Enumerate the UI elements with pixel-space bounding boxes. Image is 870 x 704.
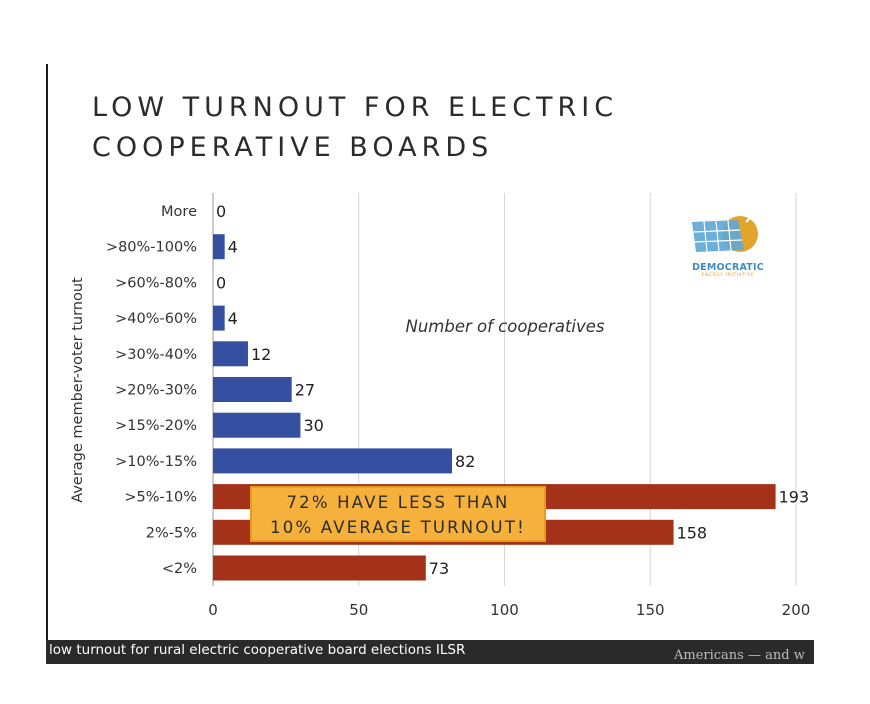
data-label-0: 0 xyxy=(216,202,226,221)
bar-4 xyxy=(213,341,248,367)
data-label-8: 193 xyxy=(779,488,810,507)
bar-5 xyxy=(213,377,292,402)
solar-panel-sun-icon xyxy=(692,211,758,252)
x-tick-label-3: 150 xyxy=(636,601,665,619)
data-label-5: 27 xyxy=(295,381,315,400)
image-caption: low turnout for rural electric cooperati… xyxy=(49,642,466,658)
y-axis-label: Average member-voter turnout xyxy=(70,277,86,503)
data-label-2: 0 xyxy=(216,273,226,292)
y-tick-label-5: >20%-30% xyxy=(115,383,197,399)
background-article-text: Americans — and w xyxy=(674,648,805,663)
chart-title: LOW TURNOUT FOR ELECTRIC COOPERATIVE BOA… xyxy=(92,88,692,168)
y-tick-label-0: More xyxy=(161,204,197,220)
data-label-9: 158 xyxy=(677,523,708,542)
y-tick-label-10: <2% xyxy=(162,561,197,577)
bar-3 xyxy=(213,305,225,331)
logo-name: DEMOCRATIC xyxy=(692,262,764,273)
bar-10 xyxy=(213,555,426,581)
y-tick-label-4: >30%-40% xyxy=(115,347,197,363)
callout-box: 72% HAVE LESS THAN 10% AVERAGE TURNOUT! xyxy=(250,486,546,542)
x-tick-label-1: 50 xyxy=(349,601,368,619)
x-tick-label-2: 100 xyxy=(490,601,519,619)
y-tick-label-1: >80%-100% xyxy=(106,240,197,256)
x-axis-label: Number of cooperatives xyxy=(405,317,604,336)
x-tick-label-0: 0 xyxy=(208,601,218,619)
y-tick-label-6: >15%-20% xyxy=(115,418,197,434)
data-label-3: 4 xyxy=(228,309,238,328)
callout-line-2: 10% AVERAGE TURNOUT! xyxy=(270,518,526,537)
logo-subtitle: ENERGY INITIATIVE xyxy=(701,273,755,278)
data-label-7: 82 xyxy=(455,452,475,471)
left-border xyxy=(46,64,48,664)
y-tick-label-8: >5%-10% xyxy=(124,490,197,506)
bar-6 xyxy=(213,412,301,438)
data-label-10: 73 xyxy=(429,559,449,578)
chart-title-line-1: LOW TURNOUT FOR ELECTRIC xyxy=(92,92,619,123)
data-label-1: 4 xyxy=(228,238,238,257)
y-tick-label-3: >40%-60% xyxy=(115,311,197,327)
data-label-6: 30 xyxy=(303,416,323,435)
chart-title-line-2: COOPERATIVE BOARDS xyxy=(92,132,494,163)
y-tick-label-9: 2%-5% xyxy=(146,525,197,541)
y-tick-label-2: >60%-80% xyxy=(115,275,197,291)
bar-7 xyxy=(213,448,453,474)
caption-bar xyxy=(46,640,814,664)
bar-1 xyxy=(213,234,225,260)
slide xyxy=(48,64,814,662)
data-label-4: 12 xyxy=(251,345,271,364)
y-tick-label-7: >10%-15% xyxy=(115,454,197,470)
callout-line-1: 72% HAVE LESS THAN xyxy=(286,493,510,512)
x-tick-label-4: 200 xyxy=(782,601,811,619)
